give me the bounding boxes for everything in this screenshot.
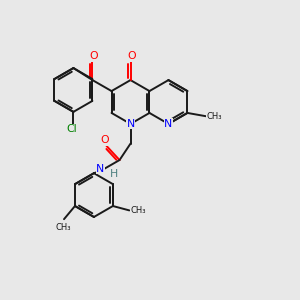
Text: N: N (126, 119, 135, 129)
Text: O: O (128, 51, 136, 61)
Text: CH₃: CH₃ (207, 112, 222, 121)
Text: O: O (89, 51, 98, 61)
Text: N: N (96, 164, 105, 174)
Text: CH₃: CH₃ (130, 206, 146, 215)
Text: O: O (100, 135, 109, 146)
Text: Cl: Cl (67, 124, 77, 134)
Text: CH₃: CH₃ (56, 223, 71, 232)
Text: H: H (110, 169, 118, 179)
Text: N: N (164, 119, 172, 129)
